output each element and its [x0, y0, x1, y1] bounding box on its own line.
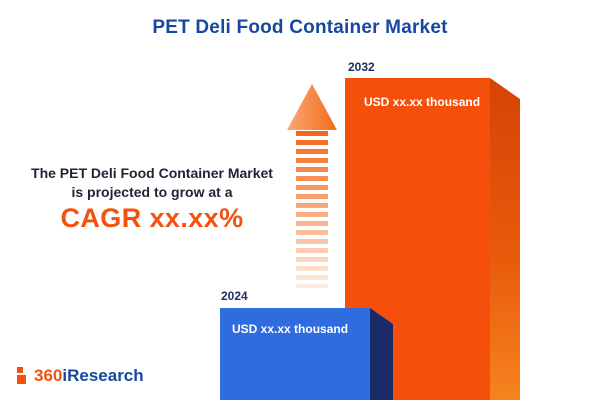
bar-2032-side — [490, 78, 520, 400]
annotation-line1: The PET Deli Food Container Market — [31, 165, 273, 181]
growth-annotation: The PET Deli Food Container Market is pr… — [2, 164, 302, 233]
bar-label-2032: 2032 — [348, 60, 375, 74]
growth-arrow — [287, 84, 337, 288]
growth-arrow-head — [287, 84, 337, 130]
logo-suffix: iResearch — [62, 366, 144, 385]
logo-prefix: 360 — [34, 366, 63, 385]
annotation-line2: is projected to grow at a — [71, 184, 233, 200]
bar-value-2024: USD xx.xx thousand — [232, 322, 349, 336]
bar-label-2024: 2024 — [221, 289, 248, 303]
cagr-value: CAGR xx.xx% — [60, 203, 244, 233]
bar-2024 — [220, 308, 393, 400]
growth-arrow-shaft — [296, 131, 328, 288]
bar-value-2032: USD xx.xx thousand — [364, 95, 481, 109]
logo-squares-icon — [16, 367, 29, 385]
logo-text: 360iResearch — [34, 366, 144, 386]
page-title: PET Deli Food Container Market — [152, 17, 448, 38]
bar-2024-front — [220, 308, 370, 400]
brand-logo: 360iResearch — [16, 366, 144, 386]
bar-2024-side — [370, 308, 393, 400]
